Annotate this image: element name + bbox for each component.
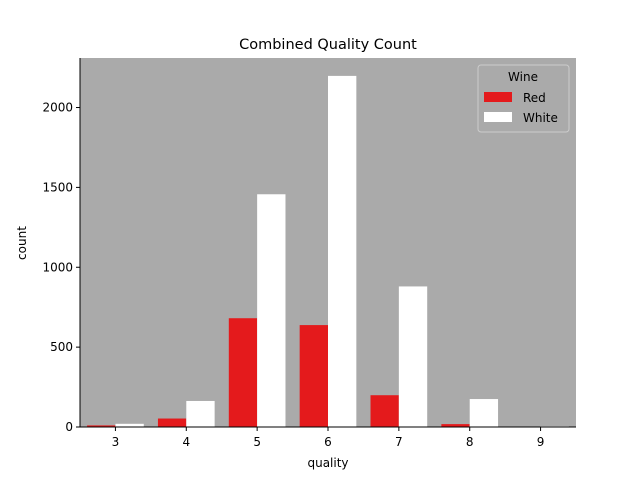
y-tick-label: 1500 (42, 180, 73, 194)
x-tick-label: 5 (253, 435, 261, 449)
y-ticks-group: 0 500 1000 1500 2000 (42, 101, 80, 434)
bar-white-6 (328, 75, 357, 427)
y-axis-label: count (15, 226, 29, 260)
legend-label-red: Red (523, 91, 546, 105)
bar-white-4 (186, 400, 215, 427)
bar-red-3 (87, 425, 116, 427)
y-tick-label: 2000 (42, 101, 73, 115)
y-tick-label: 0 (65, 420, 73, 434)
legend-title: Wine (508, 70, 538, 84)
x-tick-label: 9 (537, 435, 545, 449)
bar-red-8 (441, 424, 470, 427)
bar-white-7 (398, 286, 428, 427)
bars-group (87, 75, 569, 427)
bar-red-7 (370, 395, 399, 427)
x-ticks-group: 3 4 5 6 7 8 9 (112, 427, 545, 449)
legend-swatch-red (484, 92, 512, 102)
bar-red-5 (228, 318, 258, 427)
x-axis-label: quality (307, 456, 348, 470)
legend: Wine Red White (477, 64, 570, 133)
bar-red-6 (299, 325, 328, 427)
x-tick-label: 4 (182, 435, 190, 449)
legend-label-white: White (523, 111, 558, 125)
x-tick-label: 8 (466, 435, 474, 449)
bar-white-5 (257, 194, 286, 427)
legend-items: Red White (484, 91, 558, 125)
chart-title: Combined Quality Count (239, 37, 417, 53)
bar-white-3 (115, 423, 144, 427)
x-tick-label: 7 (395, 435, 403, 449)
bar-white-8 (469, 399, 499, 427)
x-tick-label: 6 (324, 435, 332, 449)
x-tick-label: 3 (112, 435, 120, 449)
y-tick-label: 1000 (42, 260, 73, 274)
bar-red-4 (157, 418, 187, 427)
legend-swatch-white (484, 112, 512, 122)
y-tick-label: 500 (50, 340, 73, 354)
